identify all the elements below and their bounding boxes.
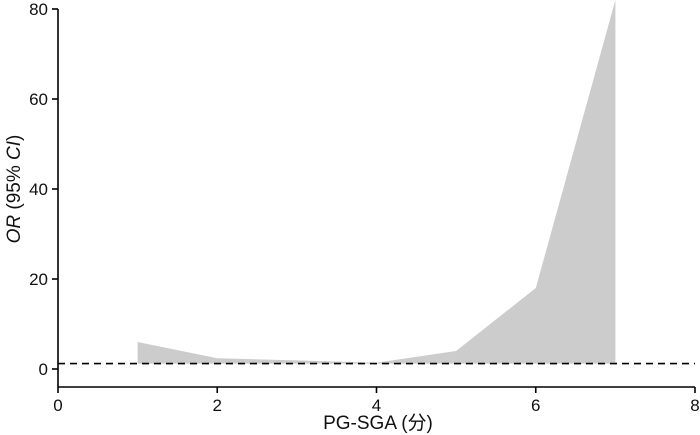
x-tick-label: 0 <box>53 396 62 415</box>
y-tick-label: 60 <box>29 90 48 109</box>
y-tick-label: 0 <box>39 360 48 379</box>
y-tick-label: 80 <box>29 0 48 19</box>
x-tick-label: 4 <box>372 396 381 415</box>
x-tick-label: 6 <box>531 396 540 415</box>
confidence-band-area <box>137 0 616 364</box>
y-axis-title: OR (95% CI) <box>4 135 25 244</box>
y-axis-title-close: ) <box>4 135 25 141</box>
y-axis-title-open: (95% <box>4 160 25 215</box>
x-tick-label: 2 <box>213 396 222 415</box>
x-tick-label: 8 <box>690 396 699 415</box>
y-axis-title-or: OR <box>4 215 25 244</box>
x-axis-ticks: 0 2 4 6 8 <box>53 387 700 415</box>
confidence-band-layer <box>137 0 616 364</box>
y-tick-label: 40 <box>29 180 48 199</box>
y-tick-label: 20 <box>29 270 48 289</box>
x-axis-title: PG-SGA (分) <box>323 412 433 434</box>
y-axis-ticks: 0 20 40 60 80 <box>29 0 58 379</box>
y-axis-title-ci: CI <box>4 140 25 160</box>
